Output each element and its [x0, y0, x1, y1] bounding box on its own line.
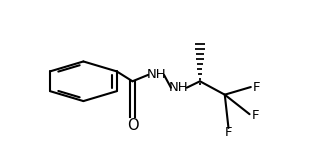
Text: NH: NH — [169, 81, 189, 94]
Text: NH: NH — [146, 68, 166, 81]
Text: F: F — [252, 109, 260, 122]
Text: F: F — [253, 81, 261, 93]
Text: O: O — [127, 118, 138, 133]
Text: F: F — [225, 126, 232, 139]
